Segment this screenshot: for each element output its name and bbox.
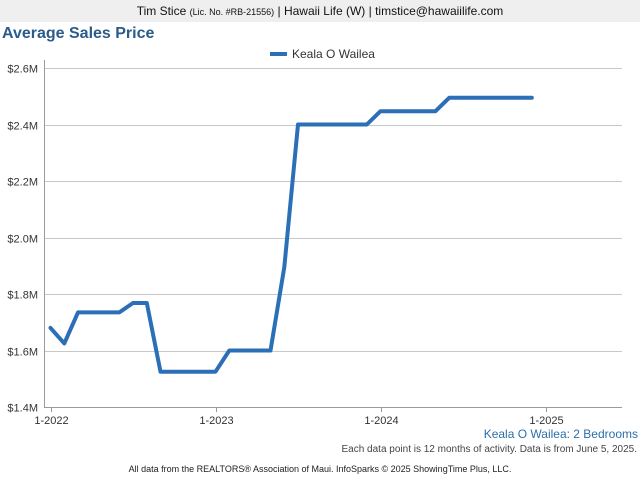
x-tick-label: 1-2024 — [364, 415, 398, 427]
series-line — [48, 95, 534, 374]
y-tick-label: $1.8M — [7, 290, 38, 302]
header-bar: Tim Stice (Lic. No. #RB-21556) | Hawaii … — [0, 0, 640, 22]
y-tick-label: $2.2M — [7, 177, 38, 189]
y-tick-label: $1.6M — [7, 347, 38, 359]
y-tick-labels: $1.4M $1.6M $1.8M $2.0M $2.2M $2.4M $2.6M — [7, 64, 38, 415]
legend-label: Keala O Wailea — [292, 47, 375, 61]
footer-attribution: All data from the REALTORS® Association … — [128, 464, 512, 474]
gridlines — [44, 68, 622, 352]
agent-name: Tim Stice — [136, 4, 187, 18]
axes — [44, 60, 622, 412]
x-tick-label: 1-2023 — [199, 415, 233, 427]
license-number: (Lic. No. #RB-21556) — [189, 7, 275, 17]
x-tick-label: 1-2025 — [529, 415, 563, 427]
x-tick-label: 1-2022 — [34, 415, 68, 427]
series-caption: Keala O Wailea: 2 Bedrooms — [483, 427, 638, 441]
y-tick-label: $1.4M — [7, 403, 38, 415]
y-tick-label: $2.0M — [7, 234, 38, 246]
y-tick-label: $2.4M — [7, 121, 38, 133]
series-lines — [48, 95, 534, 374]
agency-contact: | Hawaii Life (W) | timstice@hawaiilife.… — [277, 4, 504, 18]
x-tick-labels: 1-2022 1-2023 1-2024 1-2025 — [34, 415, 563, 427]
data-note: Each data point is 12 months of activity… — [341, 444, 637, 455]
legend: Keala O Wailea — [270, 47, 375, 61]
chart-title: Average Sales Price — [2, 25, 155, 42]
y-tick-label: $2.6M — [7, 64, 38, 76]
